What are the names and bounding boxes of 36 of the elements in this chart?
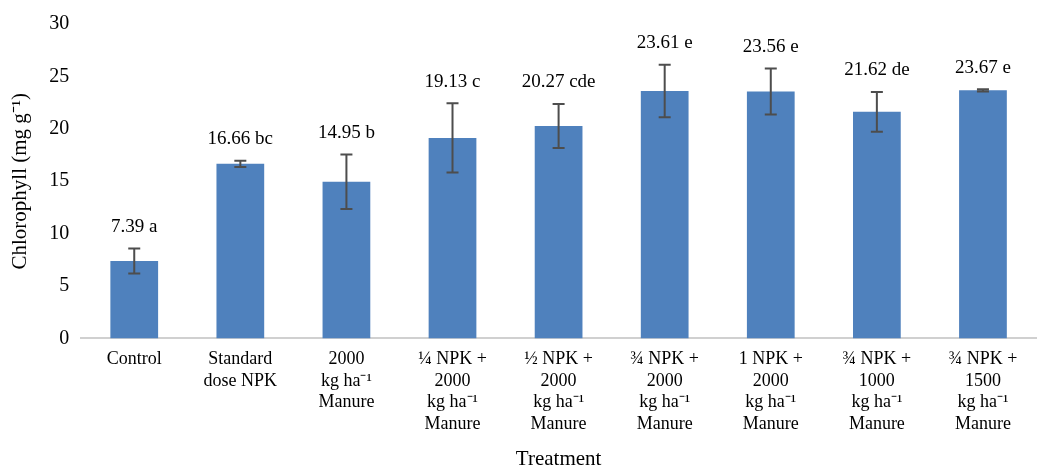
bar <box>959 90 1007 339</box>
x-tick-label: Control <box>106 347 162 368</box>
x-tick-label: ½ NPK + 2000 kg ha⁻¹ Manure <box>524 347 593 433</box>
y-axis-title: Chlorophyll (mg g⁻¹) <box>7 92 32 270</box>
x-tick-label: 2000 kg ha⁻¹ Manure <box>318 347 375 412</box>
data-label: 20.27 cde <box>521 70 596 92</box>
x-axis-title: Treatment <box>515 445 602 470</box>
bar <box>640 90 689 339</box>
bar <box>534 125 583 339</box>
y-tick-label: 0 <box>59 325 70 348</box>
bar <box>746 91 795 339</box>
x-tick-label: ¾ NPK + 1000 kg ha⁻¹ Manure <box>842 347 912 433</box>
y-tick-label: 5 <box>59 273 70 296</box>
data-label: 19.13 c <box>424 69 481 91</box>
x-tick-label: Standard dose NPK <box>203 347 278 390</box>
data-label: 23.61 e <box>636 31 693 53</box>
x-tick-label: ¾ NPK + 2000 kg ha⁻¹ Manure <box>630 347 700 433</box>
y-tick-label: 20 <box>49 116 70 139</box>
y-tick-label: 15 <box>49 168 70 191</box>
x-tick-label: 1 NPK + 2000 kg ha⁻¹ Manure <box>738 347 803 433</box>
bar <box>853 111 901 339</box>
y-tick-label: 25 <box>49 63 70 86</box>
data-label: 23.56 e <box>742 34 799 56</box>
x-tick-label: ¼ NPK + 2000 kg ha⁻¹ Manure <box>418 347 487 433</box>
bar <box>110 260 159 339</box>
data-label: 23.67 e <box>954 55 1011 77</box>
data-label: 16.66 bc <box>207 127 274 149</box>
data-label: 7.39 a <box>111 214 159 236</box>
data-label: 14.95 b <box>317 120 375 142</box>
x-tick-label: ¾ NPK + 1500 kg ha⁻¹ Manure <box>948 347 1018 433</box>
bar <box>322 181 371 339</box>
y-tick-label: 10 <box>49 220 70 243</box>
bar <box>216 163 265 339</box>
bar <box>428 137 477 339</box>
y-tick-label: 30 <box>49 11 70 34</box>
data-label: 21.62 de <box>844 58 910 80</box>
